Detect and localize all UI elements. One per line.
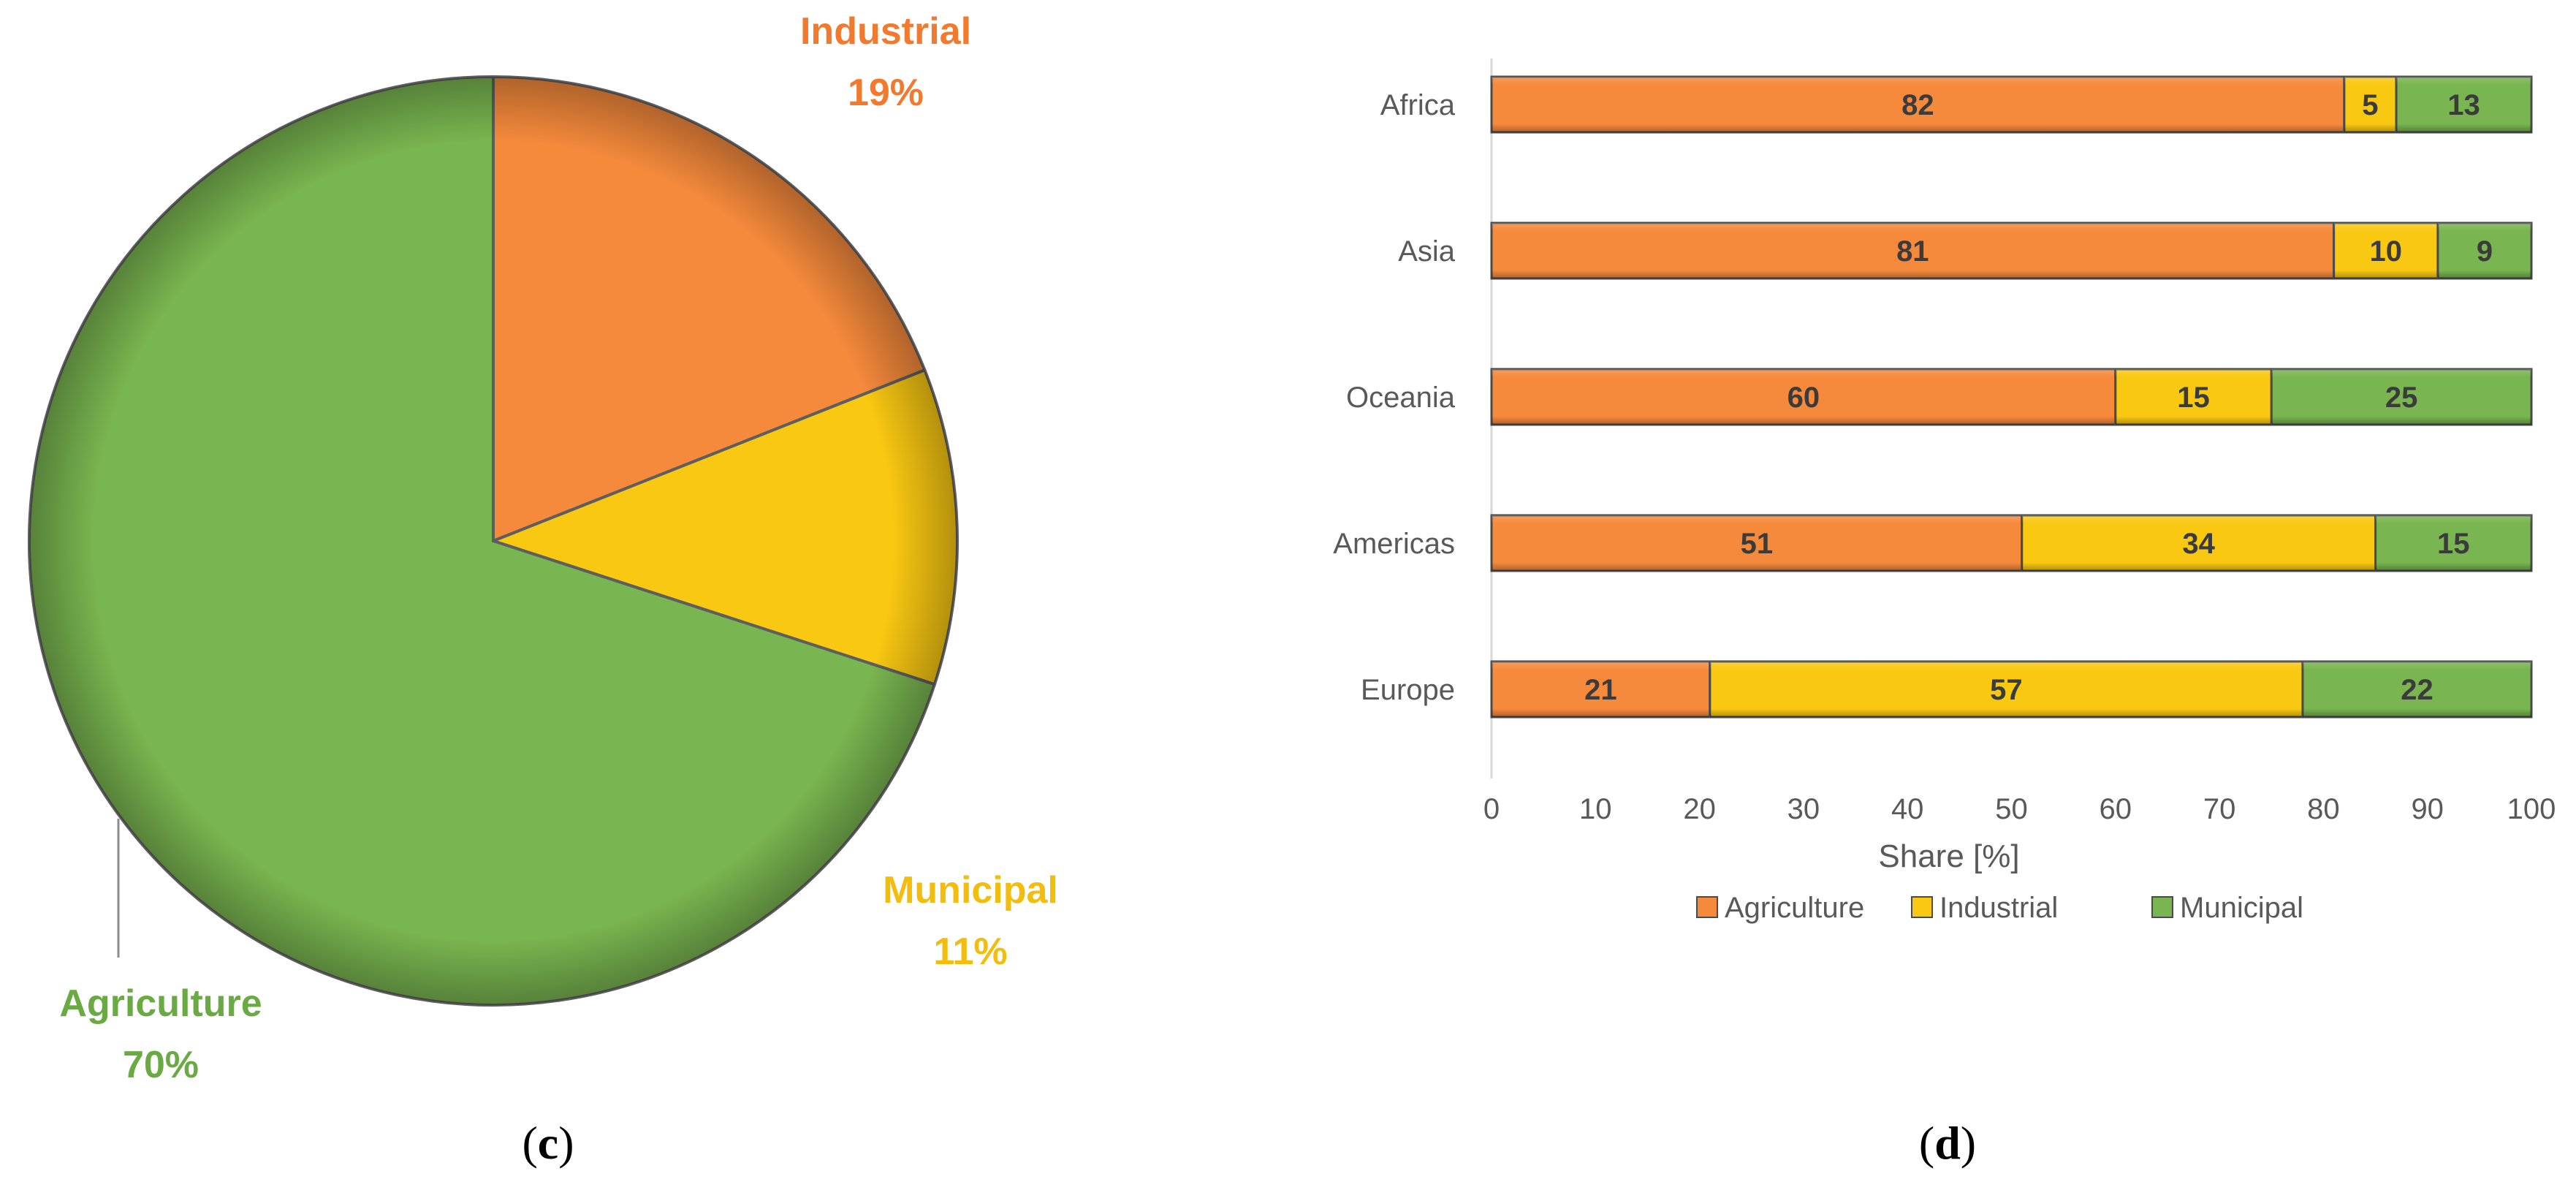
category-label-oceania: Oceania (1346, 382, 1456, 414)
bar-label-europe-municipal: 22 (2401, 674, 2433, 706)
bar-label-americas-agriculture: 51 (1741, 528, 1774, 560)
pie-label-industrial-name: Industrial (800, 10, 971, 53)
x-tick-0: 0 (1483, 793, 1500, 825)
pie-label-municipal-name: Municipal (883, 869, 1058, 912)
x-tick-40: 40 (1891, 793, 1924, 825)
pie-label-agriculture-name: Agriculture (59, 982, 262, 1025)
legend: Agriculture Industrial Municipal (1696, 892, 2303, 924)
bar-label-americas-industrial: 34 (2182, 528, 2215, 560)
x-tick-80: 80 (2307, 793, 2340, 825)
bar-label-asia-municipal: 9 (2477, 235, 2493, 268)
pie-label-municipal-value: 11% (933, 931, 1007, 973)
bar-shade-asia-industrial (2333, 223, 2438, 278)
legend-swatch-agriculture (1696, 896, 1718, 918)
x-tick-70: 70 (2203, 793, 2236, 825)
pie-label-agriculture-value: 70% (123, 1044, 199, 1086)
x-tick-labels: 0 10 20 30 40 50 60 70 80 90 100 (1483, 793, 2556, 825)
legend-label-agriculture: Agriculture (1725, 892, 1864, 924)
category-label-asia: Asia (1398, 235, 1456, 268)
bar-shade-europe-industrial (1709, 662, 2303, 717)
bar-label-oceania-industrial: 15 (2177, 382, 2210, 414)
x-tick-30: 30 (1787, 793, 1820, 825)
panel-label-d: (d) (1919, 1117, 1976, 1169)
category-label-americas: Americas (1333, 528, 1455, 560)
category-label-africa: Africa (1380, 89, 1456, 121)
panel-label-c: (c) (522, 1117, 574, 1169)
bar-segments (1490, 75, 2533, 719)
bar-shade-oceania-industrial (2115, 369, 2272, 425)
bar-shade-africa-municipal (2396, 77, 2531, 132)
bar-value-labels: 82 5 13 81 10 9 60 15 25 51 34 15 21 57 22 (1584, 89, 2493, 706)
bar-shade-oceania-agriculture (1492, 369, 2116, 425)
bar-label-europe-agriculture: 21 (1584, 674, 1617, 706)
bar-label-americas-municipal: 15 (2437, 528, 2470, 560)
x-tick-90: 90 (2411, 793, 2444, 825)
bar-shade-asia-municipal (2437, 223, 2531, 278)
category-labels: Africa Asia Oceania Americas Europe (1333, 89, 1455, 706)
bar-label-oceania-municipal: 25 (2385, 382, 2418, 414)
bar-shade-americas-industrial (2021, 515, 2376, 571)
pie-chart-panel: Industrial 19% Municipal 11% Agriculture… (28, 10, 1058, 1169)
bar-shade-asia-agriculture (1492, 223, 2334, 278)
bar-label-oceania-agriculture: 60 (1787, 382, 1820, 414)
x-tick-50: 50 (1995, 793, 2028, 825)
pie-bevel-shade (29, 77, 957, 1005)
x-tick-60: 60 (2100, 793, 2132, 825)
legend-swatch-municipal (2151, 896, 2173, 918)
bar-label-europe-industrial: 57 (1990, 674, 2023, 706)
bar-shade-europe-municipal (2302, 662, 2531, 717)
bar-shade-africa-agriculture (1492, 77, 2344, 132)
bar-shade-oceania-municipal (2271, 369, 2531, 425)
category-label-europe: Europe (1361, 674, 1455, 706)
legend-label-industrial: Industrial (1939, 892, 2058, 924)
bar-label-africa-industrial: 5 (2362, 89, 2378, 121)
legend-label-municipal: Municipal (2180, 892, 2303, 924)
bar-label-africa-municipal: 13 (2447, 89, 2480, 121)
pie-label-industrial-value: 19% (848, 72, 924, 114)
bar-label-asia-industrial: 10 (2370, 235, 2403, 268)
legend-swatch-industrial (1911, 896, 1933, 918)
bar-shade-africa-industrial (2344, 77, 2397, 132)
x-tick-20: 20 (1683, 793, 1716, 825)
bar-label-asia-agriculture: 81 (1896, 235, 1929, 268)
bar-shade-europe-agriculture (1492, 662, 1710, 717)
x-axis-title: Share [%] (1878, 838, 2019, 874)
x-tick-100: 100 (2507, 793, 2556, 825)
bar-chart-panel: 82 5 13 81 10 9 60 15 25 51 34 15 21 57 22 Africa Asia O… (1333, 58, 2556, 1169)
x-tick-10: 10 (1579, 793, 1612, 825)
bar-shade-americas-municipal (2375, 515, 2531, 571)
bar-shade-americas-agriculture (1492, 515, 2022, 571)
pie-slices (28, 75, 959, 1007)
bar-label-africa-agriculture: 82 (1901, 89, 1934, 121)
